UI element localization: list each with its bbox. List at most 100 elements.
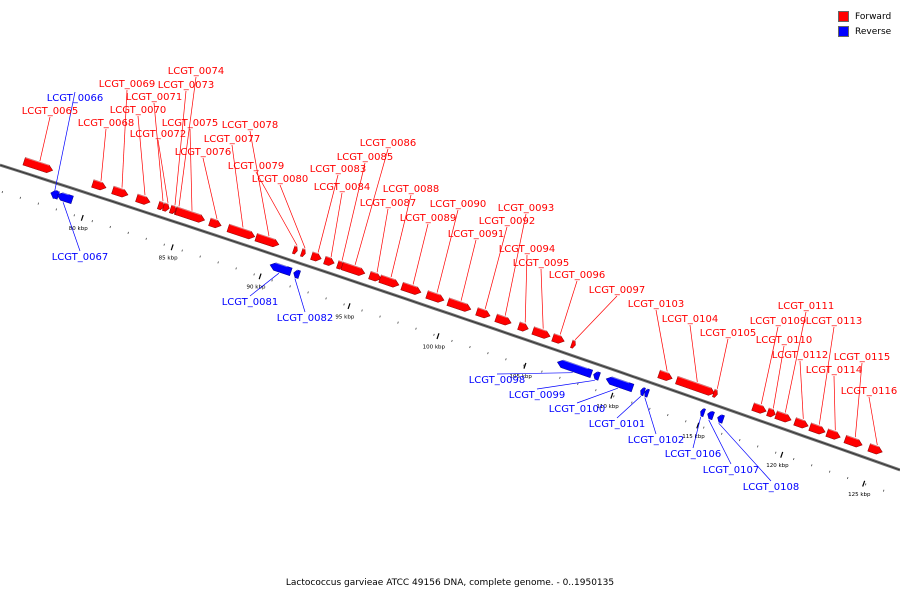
leader-line-LCGT_0096 <box>559 280 578 335</box>
gene-arrow-LCGT_0067 <box>56 190 74 204</box>
minor-tick <box>361 309 363 312</box>
minor-tick <box>577 382 579 386</box>
gene-arrow-LCGT_0078 <box>254 232 280 248</box>
gene-arrow-highlight <box>159 200 164 203</box>
leader-line-LCGT_0090 <box>436 209 459 293</box>
gene-arrow-body <box>707 410 715 421</box>
gene-arrow-body <box>700 408 706 418</box>
gene-arrow-LCGT_0112 <box>793 416 809 429</box>
gene-label-LCGT_0087: LCGT_0087 <box>360 198 417 209</box>
gene-arrow-highlight <box>594 370 599 373</box>
gene-arrow-LCGT_0097 <box>570 339 576 349</box>
gene-label-LCGT_0102: LCGT_0102 <box>628 435 685 446</box>
gene-arrow-LCGT_0109 <box>751 402 767 414</box>
minor-tick <box>19 196 22 199</box>
gene-arrow-LCGT_0107 <box>707 409 715 421</box>
gene-arrow-body <box>557 359 594 378</box>
gene-label-LCGT_0099: LCGT_0099 <box>509 390 566 401</box>
minor-tick <box>810 464 813 467</box>
minor-tick <box>613 395 615 398</box>
minor-tick <box>253 273 255 276</box>
gene-arrow-highlight <box>370 270 378 275</box>
gene-arrow-highlight <box>754 402 764 407</box>
gene-arrow-LCGT_0103 <box>657 369 673 381</box>
major-tick <box>523 362 527 369</box>
gene-arrow-LCGT_0071 <box>156 200 165 211</box>
minor-tick <box>541 370 543 373</box>
major-tick <box>258 273 262 280</box>
genome-backbone <box>0 163 900 472</box>
leader-line-LCGT_0094 <box>524 254 528 323</box>
gene-arrow-LCGT_0087 <box>368 270 382 282</box>
gene-label-LCGT_0088: LCGT_0088 <box>383 184 440 195</box>
gene-arrow-highlight <box>294 268 299 271</box>
tick-label: 85 kbp <box>159 256 178 262</box>
leader-line-LCGT_0097 <box>574 295 618 340</box>
minor-tick <box>415 327 417 330</box>
gene-label-LCGT_0073: LCGT_0073 <box>158 80 215 91</box>
gene-arrow-LCGT_0072 <box>161 202 170 212</box>
leader-line-LCGT_0065 <box>39 116 51 162</box>
gene-arrow-body <box>323 255 335 266</box>
gene-arrow-body <box>657 369 673 381</box>
leader-line-LCGT_0099 <box>536 379 595 390</box>
leader-line-LCGT_0067 <box>62 202 81 252</box>
minor-tick <box>73 214 75 217</box>
minor-tick <box>793 457 795 461</box>
major-tick <box>170 244 174 251</box>
gene-arrow-body <box>825 428 841 440</box>
gene-arrow-body <box>675 375 715 396</box>
minor-tick <box>667 413 669 417</box>
legend: Forward Reverse <box>838 9 891 39</box>
leader-line-LCGT_0078 <box>249 130 270 237</box>
gene-arrow-body <box>717 414 725 424</box>
minor-tick <box>685 420 687 423</box>
gene-arrow-highlight <box>302 247 306 250</box>
gene-arrow-highlight <box>25 156 50 166</box>
leader-line-LCGT_0112 <box>799 360 804 419</box>
minor-tick <box>199 255 201 258</box>
gene-arrow-LCGT_0102 <box>644 387 650 398</box>
gene-label-LCGT_0075: LCGT_0075 <box>162 118 219 129</box>
leader-line-LCGT_0081 <box>249 272 280 297</box>
gene-arrow-highlight <box>312 251 319 255</box>
gene-label-LCGT_0072: LCGT_0072 <box>130 129 187 140</box>
leader-line-LCGT_0075 <box>189 128 193 211</box>
gene-label-LCGT_0098: LCGT_0098 <box>469 375 526 386</box>
gene-label-LCGT_0110: LCGT_0110 <box>756 335 813 346</box>
minor-tick <box>775 451 777 454</box>
major-tick <box>347 303 351 310</box>
gene-arrow-LCGT_0086 <box>340 261 366 276</box>
tick-label: 105 kbp <box>509 374 532 380</box>
leader-line-LCGT_0107 <box>708 419 732 465</box>
gene-label-LCGT_0095: LCGT_0095 <box>513 258 570 269</box>
leader-line-LCGT_0088 <box>390 194 412 278</box>
tick-label: 80 kbp <box>69 226 88 232</box>
tick-label: 100 kbp <box>423 344 446 350</box>
leader-line-LCGT_0104 <box>689 324 698 382</box>
leader-line-LCGT_0105 <box>716 338 729 389</box>
gene-arrow-highlight <box>343 261 362 269</box>
gene-arrow-body <box>531 326 551 339</box>
gene-arrow-body <box>517 321 529 332</box>
minor-tick <box>649 407 651 410</box>
minor-tick <box>433 333 435 336</box>
gene-label-LCGT_0093: LCGT_0093 <box>498 203 555 214</box>
gene-label-LCGT_0081: LCGT_0081 <box>222 297 279 308</box>
gene-arrow-body <box>368 270 382 282</box>
gene-arrow-body <box>269 262 293 276</box>
gene-label-LCGT_0092: LCGT_0092 <box>479 216 536 227</box>
gene-arrow-body <box>156 200 165 211</box>
minor-tick <box>307 291 309 294</box>
legend-reverse: Reverse <box>838 24 891 39</box>
gene-arrow-LCGT_0065 <box>22 156 54 173</box>
gene-arrow-body <box>644 388 650 398</box>
gene-label-LCGT_0089: LCGT_0089 <box>400 213 457 224</box>
minor-tick <box>235 267 237 270</box>
gene-arrow-body <box>774 410 792 423</box>
gene-arrow-highlight <box>210 217 218 221</box>
leader-line-LCGT_0077 <box>231 144 244 228</box>
leader-line-LCGT_0093 <box>504 213 527 316</box>
minor-tick <box>109 225 111 229</box>
tick-label: 125 kbp <box>848 492 871 498</box>
